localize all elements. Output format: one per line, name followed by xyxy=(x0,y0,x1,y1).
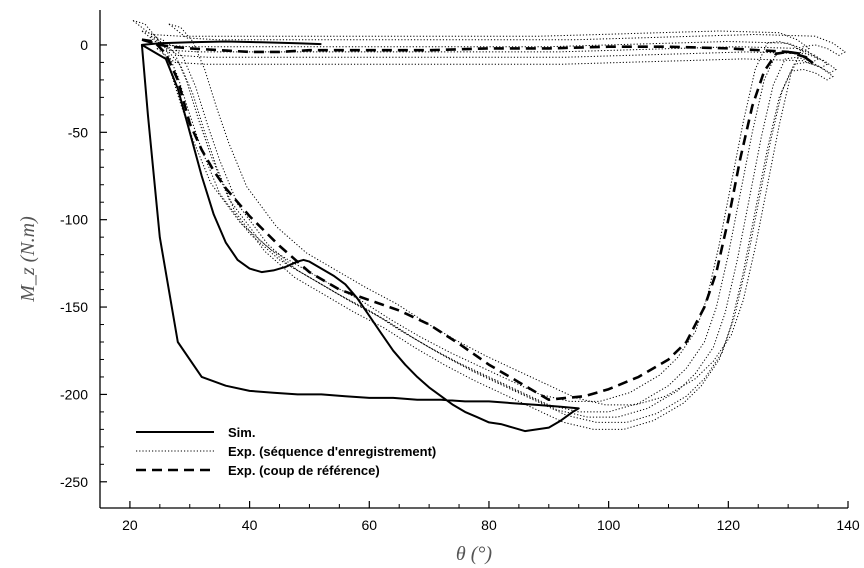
series-line-2-trace-3 xyxy=(159,41,837,423)
series-line-2-trace-6 xyxy=(156,47,834,430)
x-tick-label: 80 xyxy=(481,517,497,533)
series-line-2-trace-4 xyxy=(168,23,846,406)
y-axis-label: M_z (N.m) xyxy=(17,216,39,303)
y-tick-label: 0 xyxy=(80,37,88,53)
y-ticks: 0 -50 -100 -150 -200 -250 xyxy=(60,37,107,490)
x-axis-label: θ (°) xyxy=(456,543,492,565)
legend-label-1: Sim. xyxy=(228,425,255,440)
y-tick-label: -100 xyxy=(60,212,88,228)
y-tick-label: -200 xyxy=(60,386,88,402)
axes: 20 40 60 80 100 120 140 0 -50 -100 -150 -200 -250 xyxy=(60,10,860,533)
legend: Sim. Exp. (séquence d'enregistrement) Exp.… xyxy=(136,425,436,478)
x-tick-label: 100 xyxy=(597,517,621,533)
plot-area xyxy=(132,20,846,433)
series-line-1 xyxy=(140,40,580,433)
legend-label-2: Exp. (séquence d'enregistrement) xyxy=(228,444,436,459)
x-ticks: 20 40 60 80 100 120 140 xyxy=(99,501,860,533)
y-tick-label: -250 xyxy=(60,474,88,490)
y-tick-label: -150 xyxy=(60,299,88,315)
x-tick-label: 20 xyxy=(122,517,138,533)
series-line-2-trace-2 xyxy=(150,35,829,418)
x-tick-label: 120 xyxy=(717,517,741,533)
x-tick-label: 140 xyxy=(836,517,860,533)
series-line-2-trace-5 xyxy=(132,20,811,402)
legend-label-3: Exp. (coup de référence) xyxy=(228,463,380,478)
x-tick-label: 40 xyxy=(242,517,258,533)
x-tick-label: 60 xyxy=(361,517,377,533)
series-line-3 xyxy=(141,38,814,402)
series-line-2 xyxy=(141,30,819,413)
y-tick-label: -50 xyxy=(68,124,88,140)
